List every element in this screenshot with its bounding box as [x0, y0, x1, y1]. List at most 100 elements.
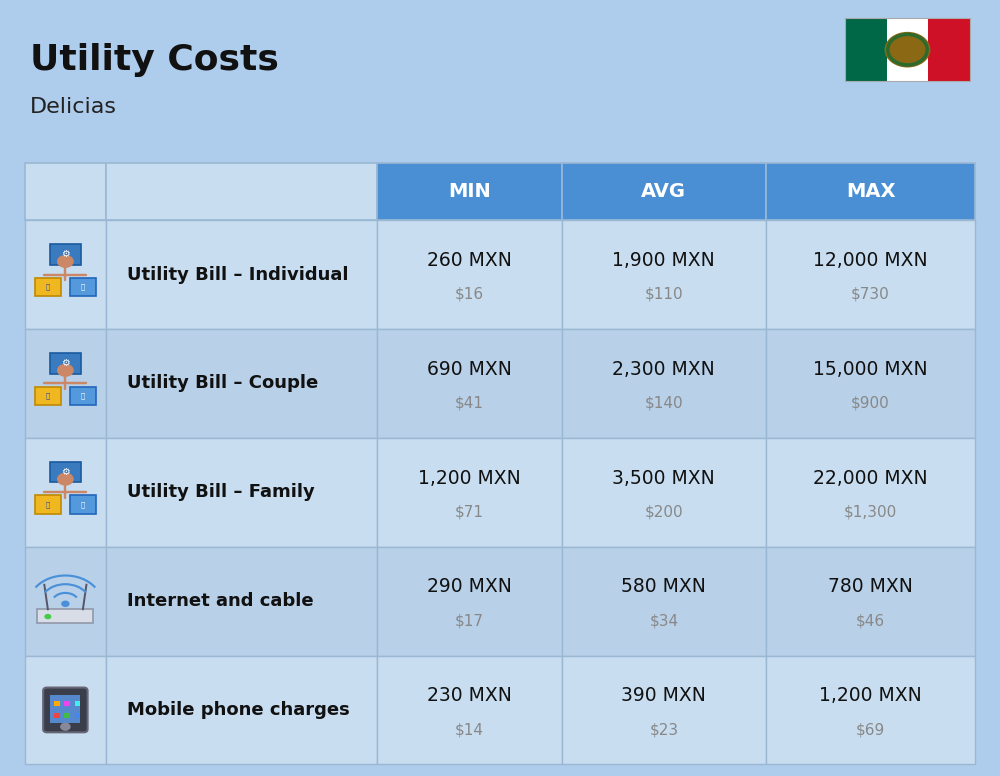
Text: 290 MXN: 290 MXN — [427, 577, 512, 597]
Text: 🔌: 🔌 — [46, 284, 50, 290]
Bar — [50, 695, 80, 722]
Text: $69: $69 — [856, 722, 885, 737]
Text: 260 MXN: 260 MXN — [427, 251, 512, 270]
Bar — [106, 546, 376, 656]
Text: 1,200 MXN: 1,200 MXN — [819, 686, 922, 705]
Text: Utility Costs: Utility Costs — [30, 43, 279, 77]
Bar — [562, 329, 766, 438]
Text: $46: $46 — [856, 613, 885, 629]
Text: Utility Bill – Family: Utility Bill – Family — [127, 483, 315, 501]
Text: $1,300: $1,300 — [844, 504, 897, 519]
Bar — [845, 18, 970, 81]
Text: Utility Bill – Couple: Utility Bill – Couple — [127, 374, 319, 393]
Text: $34: $34 — [649, 613, 678, 629]
Text: 🚰: 🚰 — [81, 501, 85, 508]
Bar — [106, 220, 376, 329]
Circle shape — [44, 614, 51, 619]
Text: Delicias: Delicias — [30, 97, 117, 117]
Bar — [562, 220, 766, 329]
Bar — [50, 353, 81, 373]
Bar — [106, 656, 376, 764]
Bar — [37, 609, 93, 623]
Bar — [562, 656, 766, 764]
Bar — [106, 329, 376, 438]
Bar — [766, 329, 975, 438]
Text: MAX: MAX — [846, 182, 895, 201]
Text: $41: $41 — [455, 396, 484, 411]
Text: 12,000 MXN: 12,000 MXN — [813, 251, 928, 270]
Bar — [25, 220, 106, 329]
Text: 🚰: 🚰 — [81, 284, 85, 290]
Text: $140: $140 — [645, 396, 683, 411]
Bar — [70, 278, 96, 296]
Bar — [766, 220, 975, 329]
Text: $200: $200 — [645, 504, 683, 519]
Bar — [562, 546, 766, 656]
Text: $14: $14 — [455, 722, 484, 737]
Bar — [25, 546, 106, 656]
Bar — [106, 163, 376, 220]
Bar — [845, 18, 887, 81]
Bar — [766, 163, 975, 220]
Bar — [25, 163, 106, 220]
Bar — [50, 462, 81, 483]
Text: $71: $71 — [455, 504, 484, 519]
Text: AVG: AVG — [641, 182, 686, 201]
Text: $16: $16 — [455, 286, 484, 302]
Text: Internet and cable: Internet and cable — [127, 592, 314, 610]
Text: 🚰: 🚰 — [81, 393, 85, 399]
Bar — [106, 438, 376, 546]
Text: $110: $110 — [645, 286, 683, 302]
FancyBboxPatch shape — [43, 688, 88, 733]
Text: 🔌: 🔌 — [46, 501, 50, 508]
Bar — [766, 438, 975, 546]
Circle shape — [885, 32, 930, 68]
Bar — [75, 701, 80, 705]
Circle shape — [57, 255, 74, 268]
Text: $23: $23 — [649, 722, 678, 737]
Text: 690 MXN: 690 MXN — [427, 360, 512, 379]
Text: $900: $900 — [851, 396, 890, 411]
Text: $17: $17 — [455, 613, 484, 629]
Text: 1,900 MXN: 1,900 MXN — [612, 251, 715, 270]
Bar — [766, 656, 975, 764]
Text: ⚙: ⚙ — [61, 359, 70, 369]
Bar — [376, 546, 562, 656]
Bar — [35, 278, 61, 296]
Bar — [766, 546, 975, 656]
Bar — [376, 220, 562, 329]
Circle shape — [57, 364, 74, 377]
Bar — [35, 386, 61, 405]
Circle shape — [61, 601, 70, 607]
Text: 15,000 MXN: 15,000 MXN — [813, 360, 928, 379]
Text: ⚙: ⚙ — [61, 467, 70, 477]
Bar — [928, 18, 970, 81]
Text: MIN: MIN — [448, 182, 490, 201]
Circle shape — [57, 473, 74, 486]
Text: 390 MXN: 390 MXN — [621, 686, 706, 705]
Bar — [70, 386, 96, 405]
Bar — [64, 713, 70, 719]
Text: Mobile phone charges: Mobile phone charges — [127, 701, 350, 719]
Text: 1,200 MXN: 1,200 MXN — [418, 469, 520, 487]
Bar — [376, 656, 562, 764]
Text: 580 MXN: 580 MXN — [621, 577, 706, 597]
Bar — [64, 701, 70, 705]
Text: 3,500 MXN: 3,500 MXN — [612, 469, 715, 487]
Bar — [376, 438, 562, 546]
Bar — [35, 496, 61, 514]
Bar — [376, 329, 562, 438]
Circle shape — [60, 722, 71, 731]
Bar — [25, 656, 106, 764]
Text: $730: $730 — [851, 286, 890, 302]
Text: 22,000 MXN: 22,000 MXN — [813, 469, 928, 487]
Text: 780 MXN: 780 MXN — [828, 577, 913, 597]
Bar — [54, 713, 60, 719]
Bar — [562, 438, 766, 546]
Bar — [50, 244, 81, 265]
Bar — [70, 496, 96, 514]
Bar — [75, 713, 80, 719]
Bar — [887, 18, 928, 81]
Bar — [54, 701, 60, 705]
Bar — [376, 163, 562, 220]
